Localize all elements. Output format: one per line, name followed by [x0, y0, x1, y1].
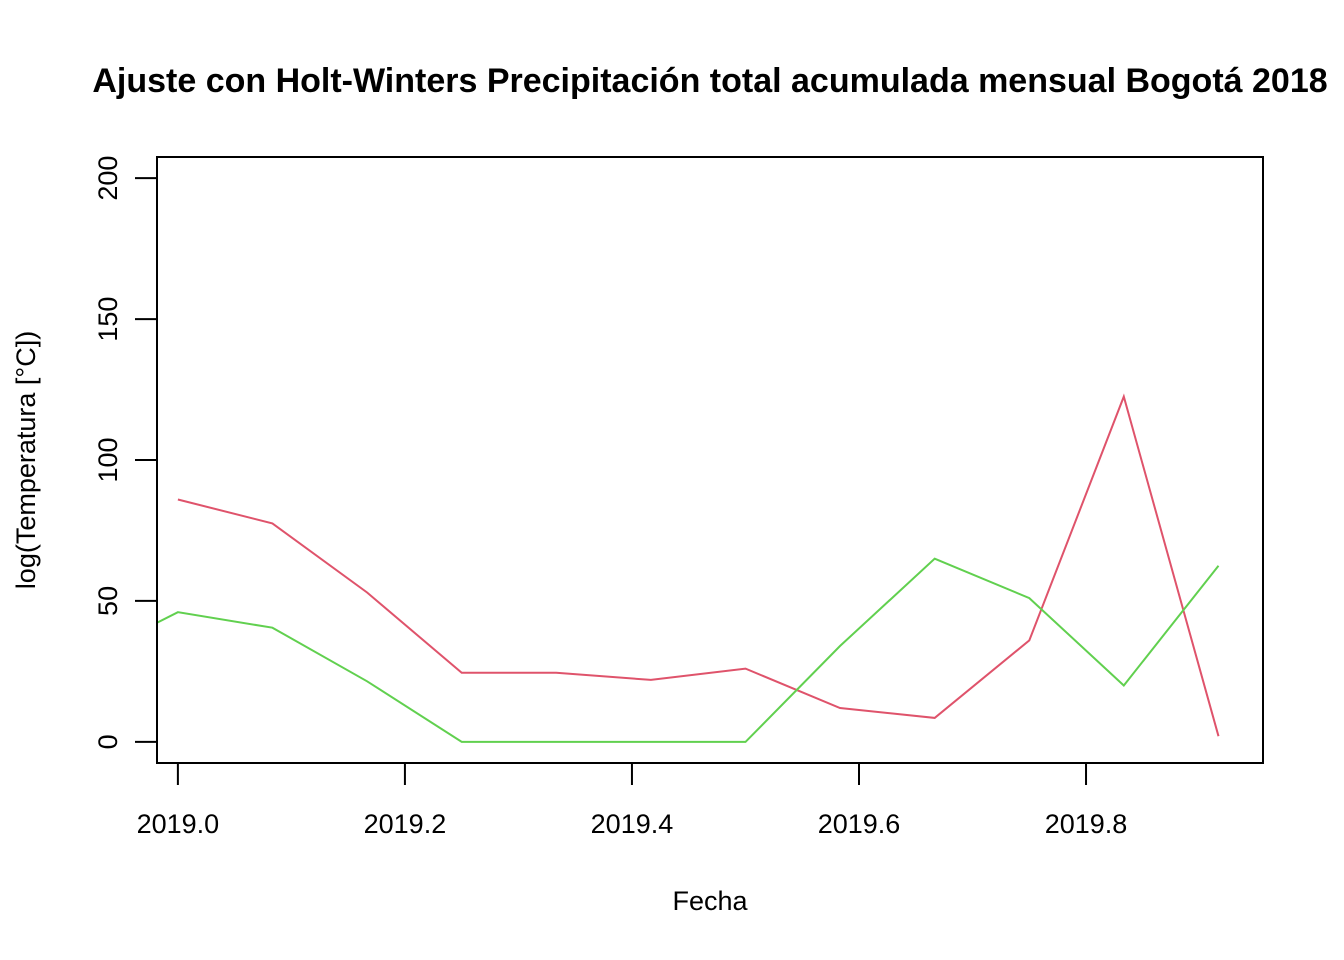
- chart-title: Ajuste con Holt-Winters Precipitación to…: [92, 62, 1327, 100]
- series-line-2: [157, 557, 1220, 743]
- x-axis-label: Fecha: [672, 886, 748, 916]
- y-tick-label: 150: [93, 297, 123, 342]
- y-tick-label: 50: [93, 586, 123, 616]
- x-tick-label: 2019.4: [591, 809, 674, 839]
- y-axis-label: log(Temperatura [°C]): [11, 331, 41, 589]
- series-line-1: [177, 393, 1220, 737]
- series-layer: [157, 393, 1220, 743]
- x-axis: 2019.0 2019.2 2019.4 2019.6 2019.8: [137, 762, 1128, 839]
- x-tick-label: 2019.2: [364, 809, 447, 839]
- y-tick-label: 100: [93, 437, 123, 482]
- y-tick-label: 0: [93, 734, 123, 749]
- y-tick-label: 200: [93, 156, 123, 201]
- x-tick-label: 2019.6: [818, 809, 901, 839]
- x-tick-label: 2019.8: [1045, 809, 1128, 839]
- y-axis: 0 50 100 150 200: [93, 156, 158, 749]
- x-tick-label: 2019.0: [137, 809, 220, 839]
